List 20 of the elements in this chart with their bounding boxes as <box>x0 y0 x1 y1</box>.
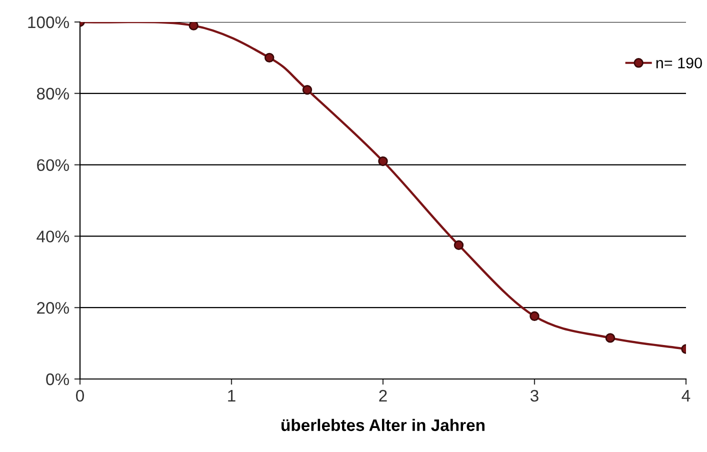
point <box>302 84 312 95</box>
y-tick-label: 60% <box>37 159 69 172</box>
point <box>605 333 616 343</box>
y-tick-label: 20% <box>37 302 69 314</box>
point <box>454 240 464 250</box>
x-tick-label: 4 <box>682 390 690 402</box>
y-tick-label: 80% <box>36 88 69 100</box>
point <box>188 22 198 30</box>
x-tick-label: 2 <box>379 390 387 402</box>
point <box>530 311 540 322</box>
x-tick-label: 0 <box>76 390 84 402</box>
point <box>264 52 274 63</box>
x-tick-label: 3 <box>530 390 538 402</box>
x-axis-title: überlebtes Alter in Jahren <box>282 418 484 432</box>
y-tick-label: 40% <box>36 230 69 242</box>
y-tick-label: 100% <box>28 16 69 28</box>
x-tick-label: 1 <box>228 390 236 402</box>
legend-label: n= 190 <box>656 58 702 68</box>
y-tick-label: 0% <box>46 373 69 386</box>
point <box>378 156 388 166</box>
